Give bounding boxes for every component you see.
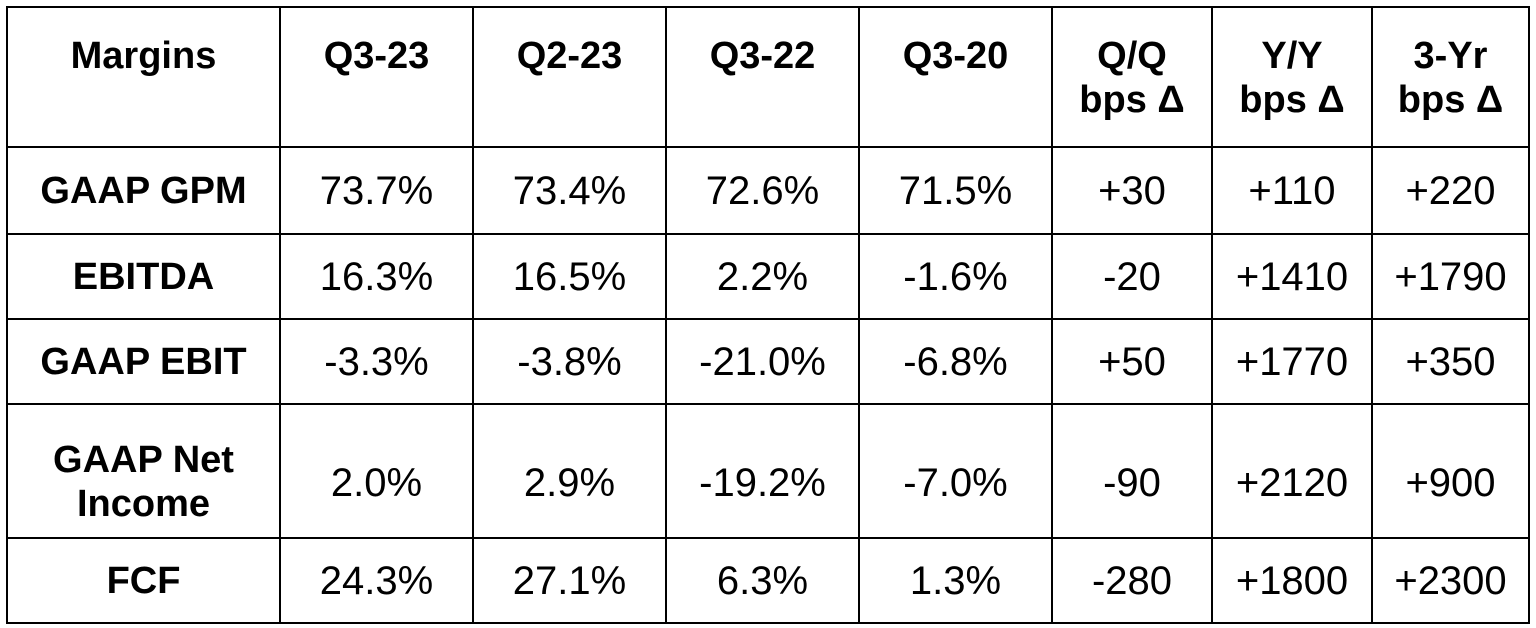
column-header-qq-bps: Q/Q bps Δ bbox=[1051, 6, 1213, 148]
column-header-line1: Q2-23 bbox=[516, 35, 623, 77]
column-header-line1: Y/Y bbox=[1261, 35, 1323, 77]
table-cell: +900 bbox=[1371, 403, 1530, 539]
table-row-fcf: FCF 24.3% 27.1% 6.3% 1.3% -280 +1800 +23… bbox=[6, 537, 1530, 624]
column-header-q3-22: Q3-22 bbox=[665, 6, 860, 148]
table-cell: 73.7% bbox=[279, 146, 474, 235]
column-header-q3-23: Q3-23 bbox=[279, 6, 474, 148]
table-cell: -21.0% bbox=[665, 318, 860, 405]
row-label: GAAP GPM bbox=[6, 146, 281, 235]
table-cell: +220 bbox=[1371, 146, 1530, 235]
table-cell: +1770 bbox=[1211, 318, 1373, 405]
table-cell: -7.0% bbox=[858, 403, 1053, 539]
table-cell: 2.2% bbox=[665, 233, 860, 320]
table-cell: 73.4% bbox=[472, 146, 667, 235]
row-label-line2: Income bbox=[76, 483, 211, 525]
table-cell: 6.3% bbox=[665, 537, 860, 624]
table-cell: 27.1% bbox=[472, 537, 667, 624]
table-cell: +30 bbox=[1051, 146, 1213, 235]
column-header-line1: Q/Q bbox=[1097, 35, 1167, 77]
margins-table: Margins Q3-23 Q2-23 Q3-22 Q3-20 Q/Q bps … bbox=[6, 6, 1530, 624]
table-cell: 1.3% bbox=[858, 537, 1053, 624]
table-cell: +50 bbox=[1051, 318, 1213, 405]
table-cell: 16.3% bbox=[279, 233, 474, 320]
table-cell: +2300 bbox=[1371, 537, 1530, 624]
table-cell: 24.3% bbox=[279, 537, 474, 624]
table-cell: +2120 bbox=[1211, 403, 1373, 539]
table-cell: +110 bbox=[1211, 146, 1373, 235]
table-row-gaap-net-income: GAAP Net Income 2.0% 2.9% -19.2% -7.0% -… bbox=[6, 403, 1530, 539]
row-label: FCF bbox=[6, 537, 281, 624]
column-header-yy-bps: Y/Y bps Δ bbox=[1211, 6, 1373, 148]
table-row-gaap-ebit: GAAP EBIT -3.3% -3.8% -21.0% -6.8% +50 +… bbox=[6, 318, 1530, 405]
row-label: GAAP Net Income bbox=[6, 403, 281, 539]
table-cell: -90 bbox=[1051, 403, 1213, 539]
table-row-gaap-gpm: GAAP GPM 73.7% 73.4% 72.6% 71.5% +30 +11… bbox=[6, 146, 1530, 235]
column-header-line1: 3-Yr bbox=[1413, 35, 1488, 77]
column-header-line2: bps Δ bbox=[1079, 79, 1185, 121]
table-row-ebitda: EBITDA 16.3% 16.5% 2.2% -1.6% -20 +1410 … bbox=[6, 233, 1530, 320]
column-header-3yr-bps: 3-Yr bps Δ bbox=[1371, 6, 1530, 148]
table-cell: 71.5% bbox=[858, 146, 1053, 235]
corner-header: Margins bbox=[6, 6, 281, 148]
column-header-line2: bps Δ bbox=[1239, 79, 1345, 121]
table-cell: -280 bbox=[1051, 537, 1213, 624]
table-cell: +1790 bbox=[1371, 233, 1530, 320]
corner-label: Margins bbox=[70, 35, 217, 77]
table-cell: 72.6% bbox=[665, 146, 860, 235]
table-cell: -6.8% bbox=[858, 318, 1053, 405]
column-header-q3-20: Q3-20 bbox=[858, 6, 1053, 148]
table-cell: -1.6% bbox=[858, 233, 1053, 320]
column-header-line1: Q3-23 bbox=[323, 35, 430, 77]
header-row: Margins Q3-23 Q2-23 Q3-22 Q3-20 Q/Q bps … bbox=[6, 6, 1530, 148]
table-cell: +1800 bbox=[1211, 537, 1373, 624]
table-cell: 2.9% bbox=[472, 403, 667, 539]
column-header-line2: bps Δ bbox=[1397, 79, 1504, 121]
table-cell: +1410 bbox=[1211, 233, 1373, 320]
table-cell: -3.3% bbox=[279, 318, 474, 405]
table-cell: -20 bbox=[1051, 233, 1213, 320]
table-cell: 2.0% bbox=[279, 403, 474, 539]
table-cell: -3.8% bbox=[472, 318, 667, 405]
table-cell: +350 bbox=[1371, 318, 1530, 405]
margins-table-container: Margins Q3-23 Q2-23 Q3-22 Q3-20 Q/Q bps … bbox=[6, 6, 1530, 624]
column-header-line1: Q3-22 bbox=[709, 35, 816, 77]
column-header-line1: Q3-20 bbox=[902, 35, 1009, 77]
row-label-line1: GAAP Net bbox=[53, 439, 234, 481]
column-header-q2-23: Q2-23 bbox=[472, 6, 667, 148]
row-label: GAAP EBIT bbox=[6, 318, 281, 405]
table-cell: 16.5% bbox=[472, 233, 667, 320]
row-label: EBITDA bbox=[6, 233, 281, 320]
table-cell: -19.2% bbox=[665, 403, 860, 539]
